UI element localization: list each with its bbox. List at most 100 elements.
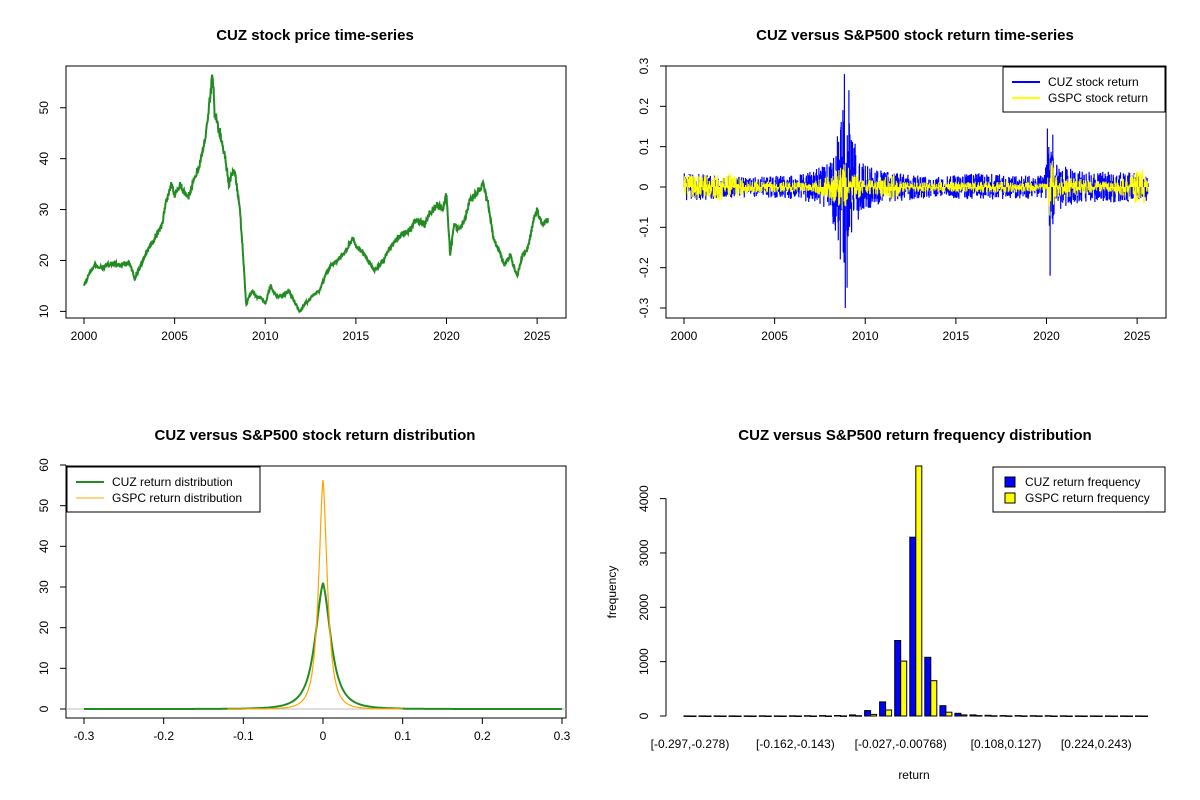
bar-gspc xyxy=(1080,715,1088,717)
bar-cuz xyxy=(924,656,932,717)
bar-cuz xyxy=(1044,715,1052,717)
return-series-gspc xyxy=(683,160,1149,216)
x-tick-label: [-0.162,-0.143) xyxy=(756,737,835,751)
bar-gspc xyxy=(704,715,712,717)
y-axis: 10 20 30 40 50 xyxy=(37,101,67,318)
x-tick-label: 0 xyxy=(320,729,327,743)
y-tick-label: 20 xyxy=(37,253,51,267)
y-tick-label: 1000 xyxy=(637,648,651,675)
bar-cuz xyxy=(1014,715,1022,717)
plot-frame xyxy=(65,65,567,319)
legend-swatch xyxy=(1004,492,1016,504)
x-tick-label: 0.3 xyxy=(554,729,571,743)
y-tick-label: 0.2 xyxy=(637,98,651,115)
bar-gspc xyxy=(825,715,832,717)
legend-box xyxy=(992,466,1166,513)
legend-label: CUZ return distribution xyxy=(112,475,233,489)
legend: CUZ return distribution GSPC return dist… xyxy=(66,466,261,513)
bar-cuz xyxy=(849,714,856,717)
bar-cuz xyxy=(984,714,992,717)
series-layer xyxy=(683,74,1149,308)
bar-gspc xyxy=(990,715,998,717)
bar-gspc xyxy=(975,715,983,717)
bar-cuz xyxy=(743,715,751,717)
y-axis: 0 1000 2000 3000 4000 xyxy=(637,485,667,719)
x-tick-label: [0.224,0.243) xyxy=(1061,737,1132,751)
y-tick-label: 0.1 xyxy=(637,138,651,155)
bar-cuz xyxy=(788,715,796,717)
bar-cuz xyxy=(803,715,811,717)
legend-label: CUZ return frequency xyxy=(1025,475,1140,489)
bar-gspc xyxy=(1050,715,1058,717)
chart-title: CUZ stock price time-series xyxy=(216,27,414,44)
y-tick-label: 30 xyxy=(37,203,51,217)
y-tick-label: 10 xyxy=(37,661,51,675)
x-tick-label: 2025 xyxy=(1124,329,1151,343)
bar-cuz xyxy=(969,714,977,717)
bar-gspc xyxy=(809,715,817,717)
x-tick-label: 2000 xyxy=(71,329,98,343)
y-tick-label: 0 xyxy=(37,705,51,712)
bar-cuz xyxy=(1029,715,1037,717)
density-line-cuz xyxy=(84,582,562,710)
bar-gspc xyxy=(1110,715,1118,717)
legend: CUZ stock return GSPC stock return xyxy=(1002,66,1166,113)
x-tick-label: [-0.297,-0.278) xyxy=(651,737,730,751)
legend: CUZ return frequency GSPC return frequen… xyxy=(992,466,1166,513)
bar-cuz xyxy=(698,715,706,717)
chart-title: CUZ versus S&P500 stock return time-seri… xyxy=(756,27,1074,44)
x-tick-label: 0.1 xyxy=(394,729,411,743)
price-line-cuz xyxy=(83,74,549,314)
bar-gspc xyxy=(900,660,908,717)
bar-gspc xyxy=(885,709,893,717)
series-layer xyxy=(683,465,1148,717)
bar-cuz xyxy=(909,536,917,717)
legend-label: GSPC return distribution xyxy=(112,491,242,505)
y-axis: -0.3 -0.2 -0.1 0 0.1 0.2 0.3 xyxy=(637,57,667,318)
chart-histogram-panel: CUZ versus S&P500 return frequency distr… xyxy=(605,427,1166,782)
bar-cuz xyxy=(713,715,721,717)
y-axis: 0 10 20 30 40 50 60 xyxy=(37,458,67,712)
bar-gspc xyxy=(855,715,862,717)
x-tick-label: 2025 xyxy=(524,329,551,343)
density-line-gspc xyxy=(227,479,403,710)
bar-gspc xyxy=(1020,715,1028,717)
x-tick-label: 2020 xyxy=(1033,329,1060,343)
bar-gspc xyxy=(840,715,847,717)
legend-box xyxy=(66,466,261,513)
bar-gspc xyxy=(930,680,938,717)
x-tick-label: 2005 xyxy=(161,329,188,343)
x-axis: [-0.297,-0.278) [-0.162,-0.143) [-0.027,-0… xyxy=(651,737,1132,751)
bar-gspc xyxy=(1141,715,1148,717)
bar-cuz xyxy=(1120,715,1127,717)
bar-gspc xyxy=(719,715,727,717)
y-tick-label: 50 xyxy=(37,499,51,513)
bar-cuz xyxy=(864,710,872,717)
y-tick-label: 40 xyxy=(37,539,51,553)
bar-cuz xyxy=(999,715,1007,717)
bar-cuz xyxy=(819,715,826,717)
y-tick-label: 0 xyxy=(637,183,651,190)
y-tick-label: 10 xyxy=(37,304,51,318)
bar-gspc xyxy=(1095,715,1103,717)
bar-cuz xyxy=(879,701,887,717)
y-tick-label: 2000 xyxy=(637,594,651,621)
chart-returns-panel: CUZ versus S&P500 stock return time-seri… xyxy=(637,27,1167,343)
y-tick-label: 4000 xyxy=(637,485,651,512)
bar-cuz xyxy=(939,705,947,717)
x-tick-label: 2000 xyxy=(671,329,698,343)
bar-gspc xyxy=(960,714,968,717)
x-axis-label: return xyxy=(898,768,929,782)
bar-gspc xyxy=(779,715,787,717)
bar-cuz xyxy=(1059,715,1067,717)
x-tick-label: -0.2 xyxy=(153,729,174,743)
x-tick-label: 2010 xyxy=(852,329,879,343)
x-tick-label: [-0.027,-0.00768) xyxy=(855,737,947,751)
chart-price-panel: CUZ stock price time-series 2000 2005 2010… xyxy=(37,27,567,343)
x-axis: 2000 2005 2010 2015 2020 2025 xyxy=(71,317,551,343)
y-tick-label: 3000 xyxy=(637,539,651,566)
x-axis: -0.3 -0.2 -0.1 0 0.1 0.2 0.3 xyxy=(74,717,571,743)
bar-cuz xyxy=(834,715,841,717)
x-tick-label: 2015 xyxy=(343,329,370,343)
